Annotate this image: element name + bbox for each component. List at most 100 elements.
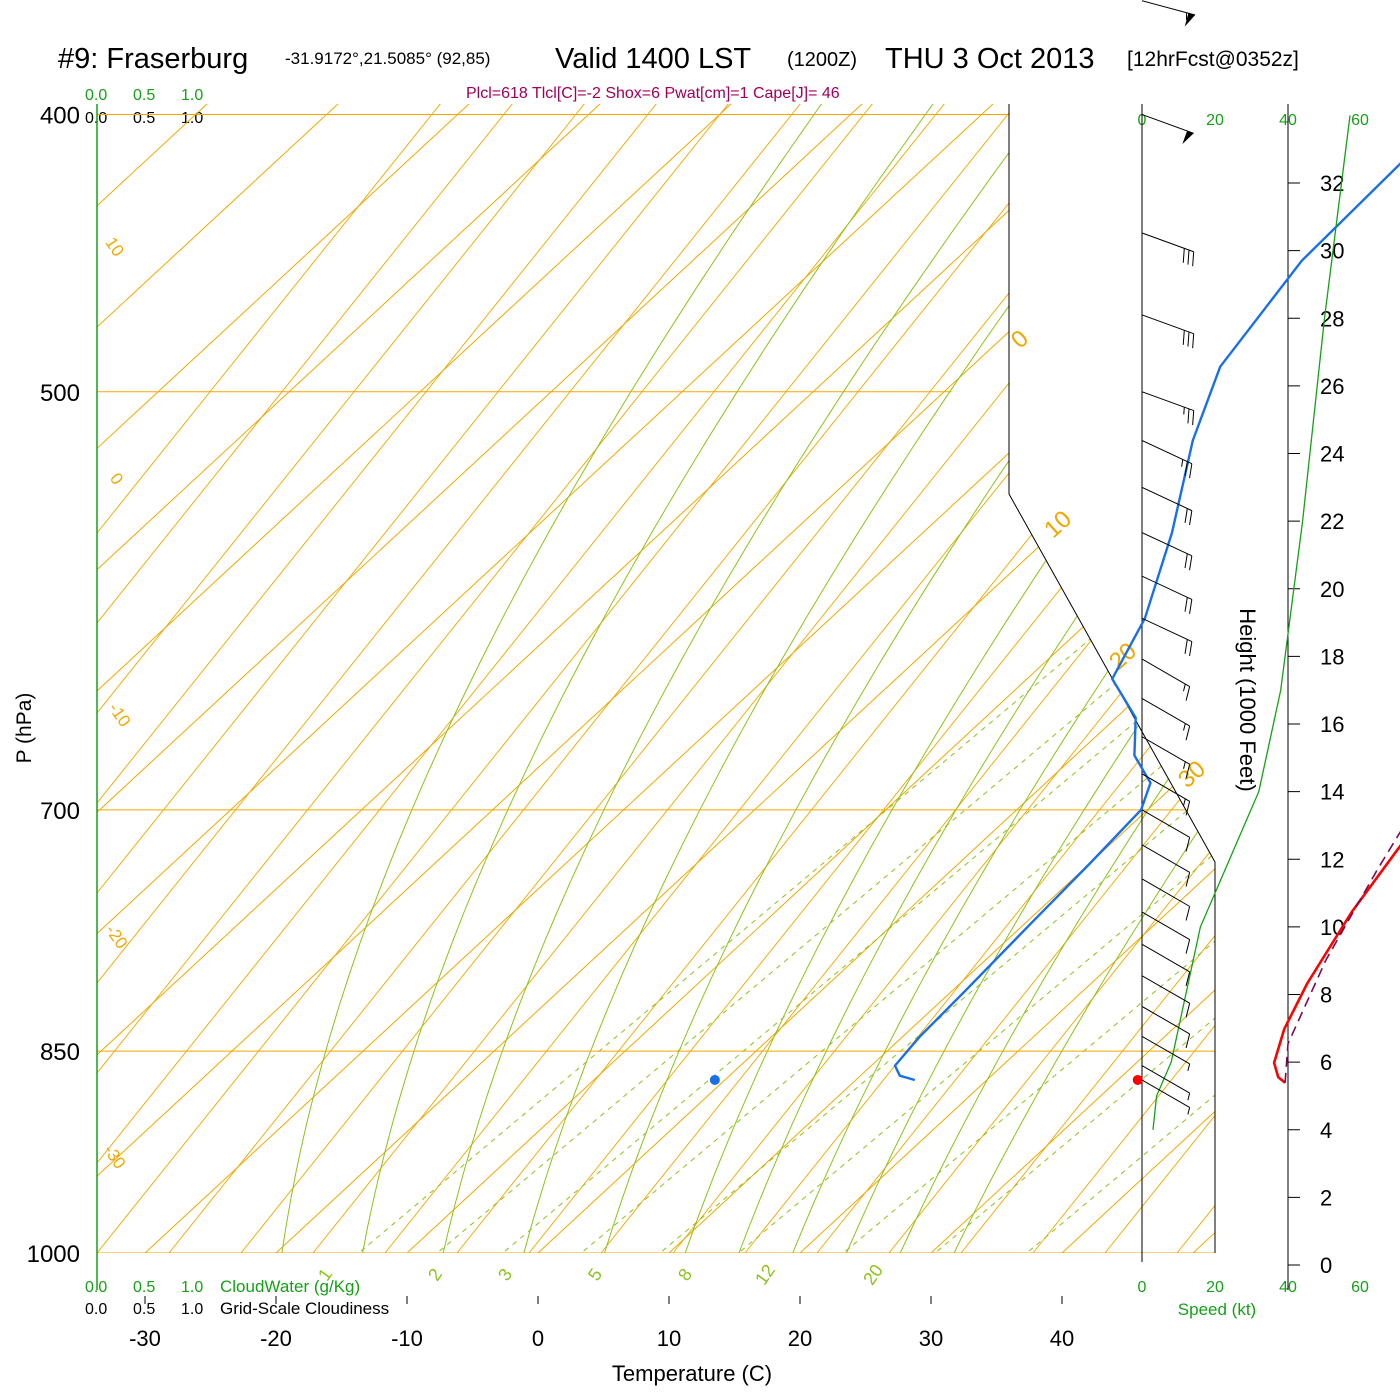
speed-tick-top-1: 20 <box>1206 112 1224 129</box>
barb-full <box>1189 599 1193 614</box>
barb-full <box>1185 801 1191 816</box>
isotherm <box>97 104 1215 1253</box>
pressure-tick-label: 400 <box>40 102 80 129</box>
wind-barb <box>1141 736 1191 779</box>
dry-adiabat <box>672 104 1215 1253</box>
barb-full <box>1192 251 1195 267</box>
wind-barb <box>1141 232 1195 267</box>
speed-tick-bottom-3: 60 <box>1351 1279 1369 1296</box>
wind-barb <box>1141 844 1191 887</box>
barb-staff <box>1141 314 1194 335</box>
speed-tick-top-3: 60 <box>1351 112 1369 129</box>
cloud-scale-bottom-black-2: 1.0 <box>181 1301 203 1318</box>
moist-adiabat <box>589 104 1215 1253</box>
isotherm-label: 10 <box>1039 505 1077 543</box>
x-tick-label: -20 <box>260 1326 292 1351</box>
barb-staff <box>1141 736 1190 765</box>
wind-barb <box>1141 878 1191 921</box>
barb-full <box>1189 510 1193 526</box>
cloudiness-label: Grid-Scale Cloudiness <box>220 1299 389 1318</box>
dry-adiabat <box>600 104 1215 1253</box>
isotherm <box>1127 104 1215 1253</box>
moist-adiabat <box>877 104 1215 1253</box>
x-tick-label: -30 <box>129 1326 161 1351</box>
isotherm-label: 0 <box>1006 325 1034 354</box>
dry-adiabat <box>888 104 1215 1253</box>
isotherm <box>97 104 1215 1253</box>
valid-time: Valid 1400 LST <box>555 43 751 75</box>
mixing-ratio-line <box>799 114 1215 1253</box>
mixing-ratio-label: 20 <box>859 1261 887 1289</box>
barb-staff <box>1141 943 1190 973</box>
barb-staff <box>1141 773 1190 802</box>
height-tick-label: 26 <box>1320 374 1344 399</box>
cloud-scale-top-green-1: 0.5 <box>133 87 155 104</box>
height-tick-label: 22 <box>1320 509 1344 534</box>
height-tick-label: 6 <box>1320 1050 1332 1075</box>
barb-staff <box>1141 440 1193 465</box>
height-tick-label: 10 <box>1320 915 1344 940</box>
barb-full <box>1192 333 1195 349</box>
barb-full <box>1187 331 1190 347</box>
barb-staff <box>1141 878 1190 907</box>
isotherm <box>97 104 882 1253</box>
x-tick-label: 30 <box>919 1326 943 1351</box>
y-axis-title: P (hPa) <box>13 693 36 764</box>
dry-adiabat <box>97 104 888 1253</box>
barb-half <box>1181 459 1184 467</box>
wind-barb <box>1141 911 1191 954</box>
barb-full <box>1192 410 1195 426</box>
plot-frame <box>96 104 1289 1290</box>
barb-full <box>1184 639 1188 654</box>
isotherm <box>341 104 1215 1253</box>
height-tick-label: 12 <box>1320 847 1344 872</box>
dry-adiabat <box>960 104 1215 1253</box>
barb-half <box>1183 407 1185 415</box>
dry-adiabat <box>97 104 816 1253</box>
height-axis-title: Height (1000 Feet) <box>1235 608 1260 791</box>
wind-barb <box>1141 943 1191 987</box>
barb-staff <box>1141 844 1190 873</box>
x-axis-title: Temperature (C) <box>612 1361 772 1386</box>
surface-temperature-marker <box>1132 1074 1143 1085</box>
barb-staff <box>1141 617 1193 642</box>
barb-flag <box>1184 13 1196 27</box>
axes: -30-20-100102030402503004005007008501000… <box>27 102 1345 1351</box>
background-lines <box>97 104 1215 1253</box>
barb-full <box>1185 1033 1191 1049</box>
barb-staff <box>1141 1005 1190 1035</box>
isotherm <box>603 104 1215 1253</box>
mixing-ratio-label: 5 <box>584 1265 606 1285</box>
wind-barbs <box>1141 0 1196 1115</box>
isotherm <box>734 104 1215 1253</box>
isotherm-left-label: -20 <box>102 921 132 952</box>
height-tick-label: 16 <box>1320 712 1344 737</box>
height-tick-label: 4 <box>1320 1118 1332 1143</box>
barb-full <box>1185 971 1191 987</box>
dry-adiabat <box>168 104 1215 1253</box>
height-tick-label: 18 <box>1320 644 1344 669</box>
isotherm <box>97 104 1215 1253</box>
pressure-tick-label: 500 <box>40 380 80 407</box>
cloud-scale-bottom-green-1: 0.5 <box>133 1279 155 1296</box>
isotherm-label: 30 <box>1173 755 1211 793</box>
speed-tick-bottom-1: 20 <box>1206 1279 1224 1296</box>
wind-barb <box>1141 440 1193 479</box>
mixing-ratio-line <box>694 114 1215 1253</box>
valid-utc: (1200Z) <box>787 49 857 71</box>
isotherm-left-label: 10 <box>101 234 127 260</box>
barb-full <box>1185 906 1191 921</box>
cloudwater-label: CloudWater (g/Kg) <box>220 1277 360 1296</box>
barb-full <box>1184 553 1188 569</box>
wind-barb <box>1141 0 1196 27</box>
barb-full <box>1184 461 1188 477</box>
dry-adiabat <box>816 104 1215 1253</box>
barb-staff <box>1141 114 1194 134</box>
mixing-ratio-label: 3 <box>494 1265 516 1285</box>
x-tick-label: -10 <box>391 1326 423 1351</box>
temperature-profile <box>1272 844 1400 1084</box>
wind-barb <box>1141 575 1193 614</box>
isotherm <box>97 104 1215 1253</box>
dry-adiabat <box>97 104 1104 1253</box>
